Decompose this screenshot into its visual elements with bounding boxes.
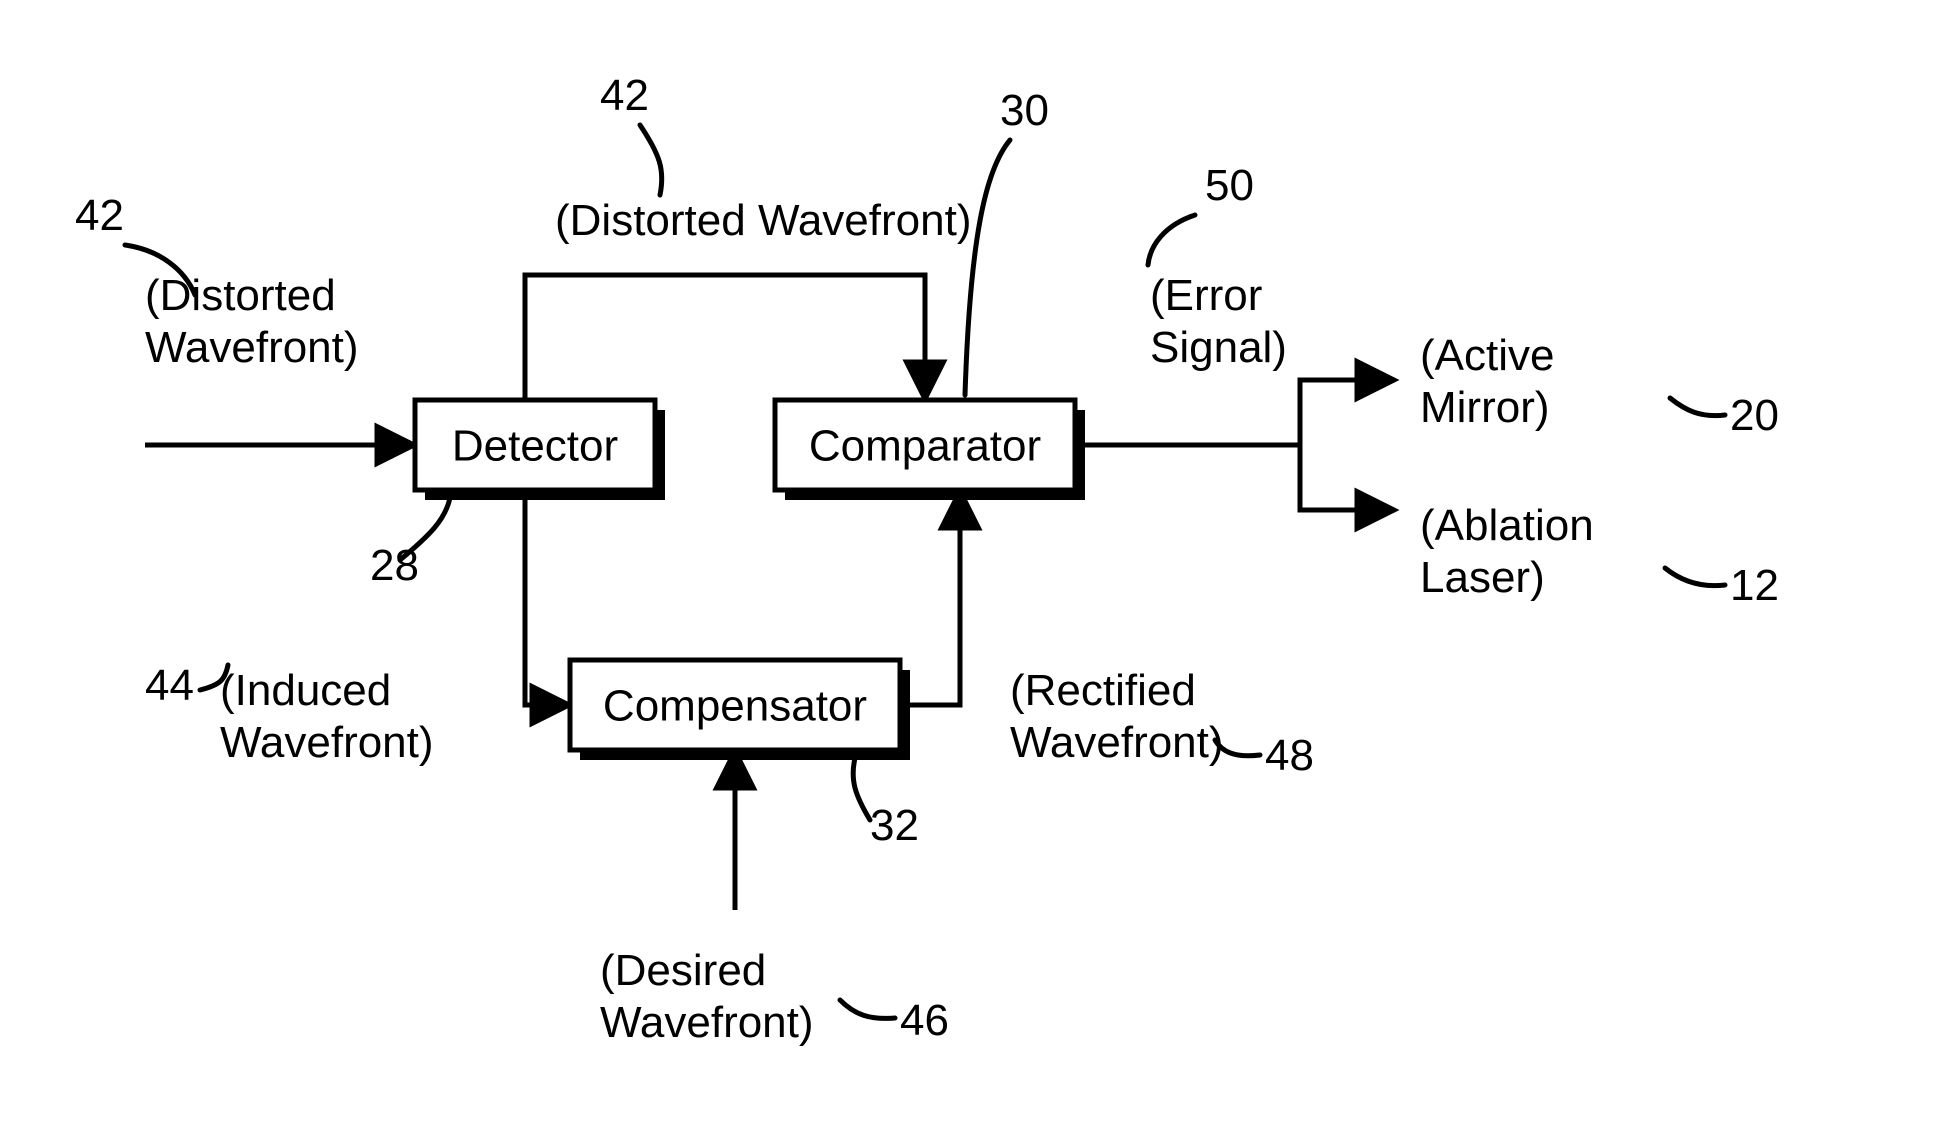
refnum-n42_top: 42 bbox=[600, 71, 649, 120]
connector-out-split-top bbox=[1300, 380, 1395, 445]
refnum-n20: 20 bbox=[1730, 391, 1779, 440]
refnum-n44: 44 bbox=[145, 661, 194, 710]
label-distorted_top: (Distorted Wavefront) bbox=[555, 196, 971, 245]
boxes-group: Detector Comparator Compensator bbox=[415, 400, 1085, 760]
lead-n32 bbox=[853, 758, 870, 820]
label-rectified-line2: Wavefront) bbox=[1010, 718, 1224, 767]
label-induced-line2: Wavefront) bbox=[220, 718, 434, 767]
labels-group: (DistortedWavefront)(Distorted Wavefront… bbox=[145, 196, 1594, 1047]
refnum-n42_left: 42 bbox=[75, 191, 124, 240]
comparator-label: Comparator bbox=[809, 422, 1041, 471]
label-error-line1: (Error bbox=[1150, 271, 1262, 320]
label-rectified-line1: (Rectified bbox=[1010, 666, 1196, 715]
lead-n46 bbox=[840, 1000, 895, 1018]
lead-n20 bbox=[1670, 398, 1725, 416]
lead-n12 bbox=[1665, 568, 1725, 586]
connector-out-split-bot bbox=[1300, 445, 1395, 510]
connector-detector-compensator bbox=[525, 490, 570, 705]
connector-detector-comparator bbox=[525, 275, 925, 400]
lead-n50 bbox=[1148, 215, 1195, 265]
refnum-n46: 46 bbox=[900, 996, 949, 1045]
diagram-canvas: Detector Comparator Compensator (Distorted… bbox=[0, 0, 1956, 1148]
refnum-n48: 48 bbox=[1265, 731, 1314, 780]
label-active_mirror-line2: Mirror) bbox=[1420, 383, 1550, 432]
label-desired-line1: (Desired bbox=[600, 946, 766, 995]
refnum-n30: 30 bbox=[1000, 86, 1049, 135]
detector-label: Detector bbox=[452, 422, 618, 471]
label-ablation_laser-line1: (Ablation bbox=[1420, 501, 1594, 550]
refnum-n28: 28 bbox=[370, 541, 419, 590]
refnum-n50: 50 bbox=[1205, 161, 1254, 210]
label-distorted_in-line2: Wavefront) bbox=[145, 323, 359, 372]
label-induced-line1: (Induced bbox=[220, 666, 391, 715]
label-desired-line2: Wavefront) bbox=[600, 998, 814, 1047]
label-active_mirror-line1: (Active bbox=[1420, 331, 1554, 380]
refnum-n12: 12 bbox=[1730, 561, 1779, 610]
label-ablation_laser-line2: Laser) bbox=[1420, 553, 1545, 602]
lead-n30 bbox=[965, 140, 1010, 395]
lead-n42_top bbox=[640, 125, 662, 195]
label-error-line2: Signal) bbox=[1150, 323, 1287, 372]
label-distorted_in-line1: (Distorted bbox=[145, 271, 336, 320]
refnum-n32: 32 bbox=[870, 801, 919, 850]
compensator-label: Compensator bbox=[603, 682, 867, 731]
